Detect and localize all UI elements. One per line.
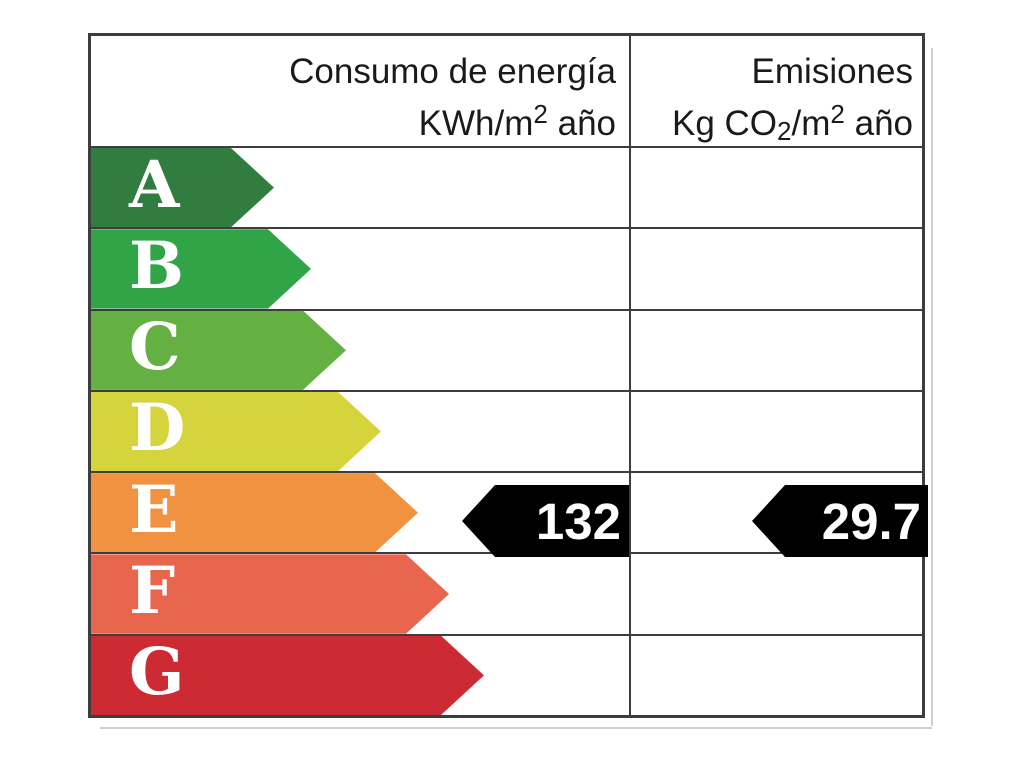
- consumption-header-line2: KWh/m2 año: [418, 99, 616, 143]
- rating-letter-g: G: [129, 634, 185, 711]
- consumption-header-line1: Consumo de energía: [289, 52, 616, 91]
- rating-table: Consumo de energía KWh/m2 año Emisiones …: [88, 33, 928, 718]
- superscript-2: 2: [533, 99, 548, 129]
- column-header-emissions: Emisiones Kg CO2/m2 año: [629, 36, 922, 146]
- rating-arrow-icon-b: B: [91, 229, 311, 308]
- rating-letter-b: B: [129, 227, 184, 304]
- consumption-value: 132: [535, 492, 621, 550]
- rating-letter-d: D: [129, 390, 186, 467]
- rating-arrow-icon-g: G: [91, 636, 484, 715]
- rating-letter-c: C: [129, 309, 181, 386]
- rating-row-c: C: [91, 308, 922, 390]
- superscript-2: 2: [830, 99, 845, 129]
- table-header: Consumo de energía KWh/m2 año Emisiones …: [91, 36, 922, 148]
- rating-letter-f: F: [129, 553, 176, 630]
- rating-rows: A B C D E F G: [91, 148, 922, 715]
- emissions-header-line1: Emisiones: [751, 52, 913, 91]
- rating-arrow-icon-e: E: [91, 473, 418, 552]
- rating-arrow-icon-a: A: [91, 148, 274, 227]
- rating-letter-a: A: [129, 146, 180, 223]
- emissions-header-line2: Kg CO2/m2 año: [672, 99, 913, 146]
- rating-row-b: B: [91, 227, 922, 309]
- column-header-consumption: Consumo de energía KWh/m2 año: [91, 36, 629, 146]
- rating-letter-e: E: [129, 471, 179, 548]
- rating-arrow-icon-f: F: [91, 554, 449, 633]
- rating-row-a: A: [91, 148, 922, 228]
- table-shadow-bottom: [100, 727, 932, 729]
- rating-row-d: D: [91, 389, 922, 472]
- rating-row-g: G: [91, 633, 922, 715]
- emissions-value-arrow-icon: 29.7: [752, 485, 928, 557]
- column-divider: [629, 36, 631, 715]
- consumption-value-arrow-icon: 132: [462, 485, 629, 557]
- emissions-value: 29.7: [821, 492, 921, 550]
- rating-row-f: F: [91, 552, 922, 634]
- table-shadow-right: [931, 48, 933, 726]
- rating-arrow-icon-d: D: [91, 392, 381, 471]
- rating-arrow-icon-c: C: [91, 311, 346, 390]
- subscript-2: 2: [777, 116, 792, 146]
